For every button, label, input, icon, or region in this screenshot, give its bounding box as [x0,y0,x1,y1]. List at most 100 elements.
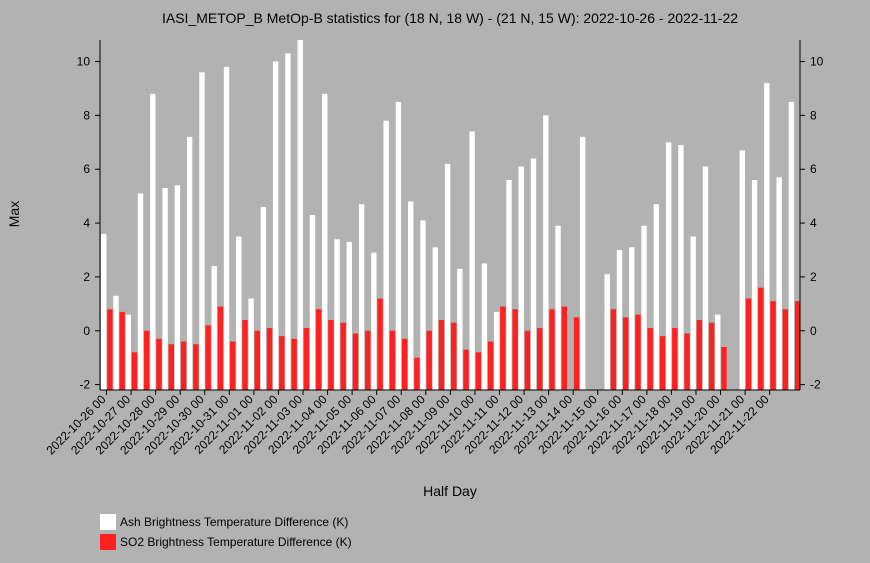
ash-bar [371,252,377,390]
y-tick-label: 2 [83,270,90,284]
so2-bar [303,328,310,390]
ash-bar [776,177,782,390]
so2-bar [389,330,396,390]
ash-bar [309,215,316,390]
ash-bar [457,268,463,390]
legend-item-so2: SO2 Brightness Temperature Difference (K… [100,532,352,552]
y-tick-label-right: 2 [810,270,817,284]
y-tick-label-right: 0 [810,324,817,338]
so2-bar [561,306,567,390]
ash-bar [272,61,279,390]
so2-bar [266,328,273,390]
ash-bar [678,145,684,390]
ash-bar [297,40,303,390]
so2-bar [696,320,703,390]
ash-bar [788,101,795,391]
ash-bar [629,247,635,390]
ash-bar [137,193,144,390]
y-tick-label-right: 10 [810,55,824,69]
so2-bar [721,346,727,390]
so2-bar [193,344,199,390]
legend-swatch-ash [100,514,116,530]
ash-bar [469,131,475,391]
so2-bar [573,317,580,390]
so2-bar [144,330,150,390]
y-tick-label-right: 6 [810,162,817,176]
so2-bar [180,341,187,390]
so2-bar [340,322,346,390]
y-tick-label-right: 8 [810,108,817,122]
ash-bar [579,136,586,390]
ash-bar [690,236,696,390]
y-tick-label: -2 [79,378,90,392]
so2-bar [451,322,457,390]
ash-bar [150,93,156,390]
ash-bar [518,166,524,390]
ash-bar [641,225,647,390]
ash-bar [358,204,365,390]
so2-bar [708,322,715,390]
ash-bar [751,180,758,390]
so2-bar [230,341,236,390]
bars-group [101,40,801,391]
so2-bar [647,328,653,390]
so2-bar [782,309,789,390]
chart-title: IASI_METOP_B MetOp-B statistics for (18 … [162,10,738,26]
ash-bar [616,250,623,390]
so2-bar [684,333,690,390]
ash-bar [236,236,242,390]
so2-bar [107,309,113,390]
so2-bar [365,330,371,390]
so2-bar [131,352,138,390]
ash-bar [211,266,217,390]
ash-bar [420,220,426,390]
ash-bar [432,247,438,390]
so2-bar [622,317,629,390]
y-tick-label: 10 [77,55,91,69]
so2-bar [524,330,531,390]
legend-label-ash: Ash Brightness Temperature Difference (K… [120,515,349,529]
legend-swatch-so2 [100,534,116,550]
so2-bar [463,349,469,390]
ash-bar [739,150,745,390]
so2-bar [770,301,776,390]
legend-item-ash: Ash Brightness Temperature Difference (K… [100,512,352,532]
ash-bar [395,101,402,391]
so2-bar [414,357,420,390]
ash-bar [653,204,660,390]
ash-bar [260,206,267,390]
x-axis-label: Half Day [423,483,477,499]
so2-bar [672,328,678,390]
legend-label-so2: SO2 Brightness Temperature Difference (K… [120,535,352,549]
so2-bar [745,298,752,390]
y-tick-label-right: -2 [810,378,821,392]
so2-bar [487,341,494,390]
y-tick-label: 4 [83,216,90,230]
so2-bar [315,309,322,390]
y-axis-label: Max [6,201,22,227]
so2-bar [549,309,555,390]
ash-bar [715,314,721,390]
so2-bar [659,336,666,390]
y-tick-label-right: 4 [810,216,817,230]
so2-bar [156,338,162,390]
so2-bar [377,298,383,390]
ash-bar [383,120,389,391]
ash-bar [162,188,168,390]
so2-bar [352,333,359,390]
ash-bar [248,298,254,390]
so2-bar [500,306,506,390]
so2-bar [438,320,445,390]
ash-bar [113,295,119,390]
ash-bar [199,72,205,390]
so2-bar [254,330,260,390]
so2-bar [758,287,764,390]
so2-bar [635,314,641,390]
so2-bar [794,301,801,390]
so2-bar [217,306,224,390]
so2-bar [537,328,543,390]
so2-bar [205,325,211,390]
ash-bar [493,311,500,390]
ash-bar [665,142,672,390]
